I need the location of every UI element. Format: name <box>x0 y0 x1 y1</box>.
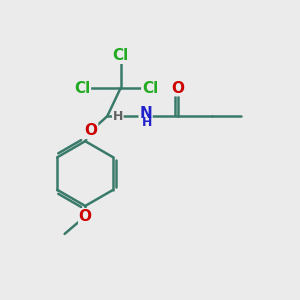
Text: O: O <box>79 209 92 224</box>
Text: Cl: Cl <box>74 81 90 96</box>
Text: H: H <box>112 110 123 123</box>
Text: Cl: Cl <box>112 48 129 63</box>
Text: O: O <box>172 81 184 96</box>
Text: O: O <box>85 123 98 138</box>
Text: N: N <box>139 106 152 121</box>
Text: H: H <box>142 116 152 129</box>
Text: Cl: Cl <box>142 81 158 96</box>
